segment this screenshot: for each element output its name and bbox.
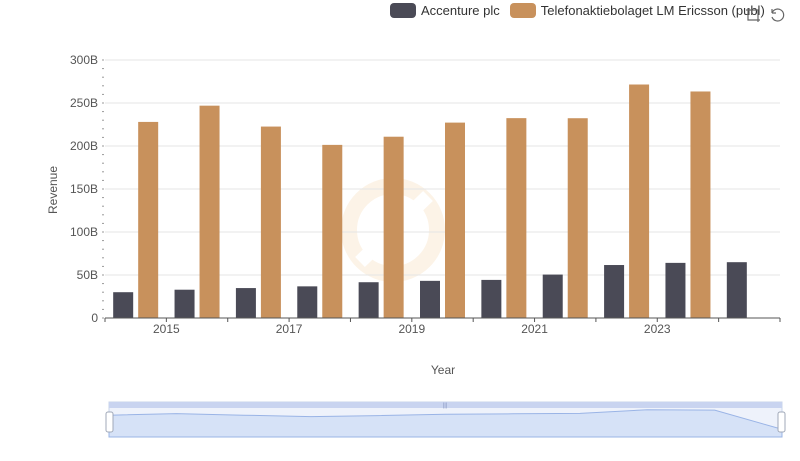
legend-label-accenture: Accenture plc: [421, 3, 500, 18]
legend-item-accenture[interactable]: Accenture plc: [390, 3, 500, 18]
bar-accenture-2023[interactable]: [665, 262, 686, 318]
bar-ericsson-2021[interactable]: [567, 118, 588, 318]
slider-handle-left[interactable]: [105, 411, 114, 433]
x-tick-label: 2023: [644, 322, 671, 336]
bar-ericsson-2023[interactable]: [690, 91, 711, 318]
legend-swatch-ericsson: [509, 3, 536, 18]
legend: Accenture plc Telefonaktiebolaget LM Eri…: [390, 3, 775, 18]
bar-ericsson-2017[interactable]: [322, 144, 343, 318]
x-axis-label: Year: [431, 363, 455, 377]
restore-icon[interactable]: [769, 7, 785, 23]
legend-item-ericsson[interactable]: Telefonaktiebolaget LM Ericsson (publ): [509, 3, 765, 18]
axes: 0 50B 100B 150B 200B 250B 300B 2015 2017 2019 2021…: [70, 53, 781, 336]
slider-handle-right[interactable]: [777, 411, 786, 433]
y-tick-label: 150B: [70, 182, 98, 196]
toolbox: [745, 7, 785, 23]
bar-ericsson-2016[interactable]: [260, 126, 281, 319]
bar-accenture-2017[interactable]: [297, 286, 318, 318]
y-tick-label: 0: [91, 311, 98, 325]
legend-label-ericsson: Telefonaktiebolaget LM Ericsson (publ): [540, 3, 765, 18]
legend-swatch-accenture: [390, 3, 416, 18]
bar-accenture-2022[interactable]: [604, 265, 625, 318]
y-tick-label: 50B: [77, 268, 98, 282]
x-tick-label: 2019: [398, 322, 425, 336]
bar-accenture-2016[interactable]: [235, 288, 256, 318]
bar-accenture-2019[interactable]: [420, 280, 440, 318]
y-axis-minor-ticks: [102, 59, 104, 319]
bar-accenture-2018[interactable]: [358, 282, 379, 318]
x-tick-label: 2021: [521, 322, 548, 336]
bar-ericsson-2018[interactable]: [383, 136, 404, 318]
bar-ericsson-2014[interactable]: [138, 121, 159, 318]
bar-ericsson-2022[interactable]: [629, 84, 650, 318]
x-tick-label: 2017: [276, 322, 303, 336]
y-tick-label: 100B: [70, 225, 98, 239]
bar-ericsson-2015[interactable]: [199, 105, 220, 318]
bar-accenture-2021[interactable]: [542, 274, 563, 318]
y-tick-label: 250B: [70, 96, 98, 110]
bar-accenture-2020[interactable]: [481, 279, 502, 318]
bars: [113, 84, 747, 319]
slider-grip-icon: |||: [443, 403, 448, 409]
y-tick-label: 200B: [70, 139, 98, 153]
x-tick-label: 2015: [153, 322, 180, 336]
zoom-icon[interactable]: [745, 7, 761, 23]
bar-ericsson-2020[interactable]: [506, 118, 527, 318]
y-axis-label: Revenue: [46, 166, 60, 214]
data-zoom-slider[interactable]: |||: [105, 401, 786, 438]
y-tick-label: 300B: [70, 53, 98, 67]
slider-preview-area: [108, 409, 783, 438]
bar-accenture-2014[interactable]: [113, 292, 134, 318]
bar-accenture-2015[interactable]: [174, 289, 195, 318]
bar-accenture-2024[interactable]: [726, 262, 747, 318]
bar-ericsson-2019[interactable]: [445, 122, 465, 318]
slider-top-bar[interactable]: [109, 402, 782, 408]
